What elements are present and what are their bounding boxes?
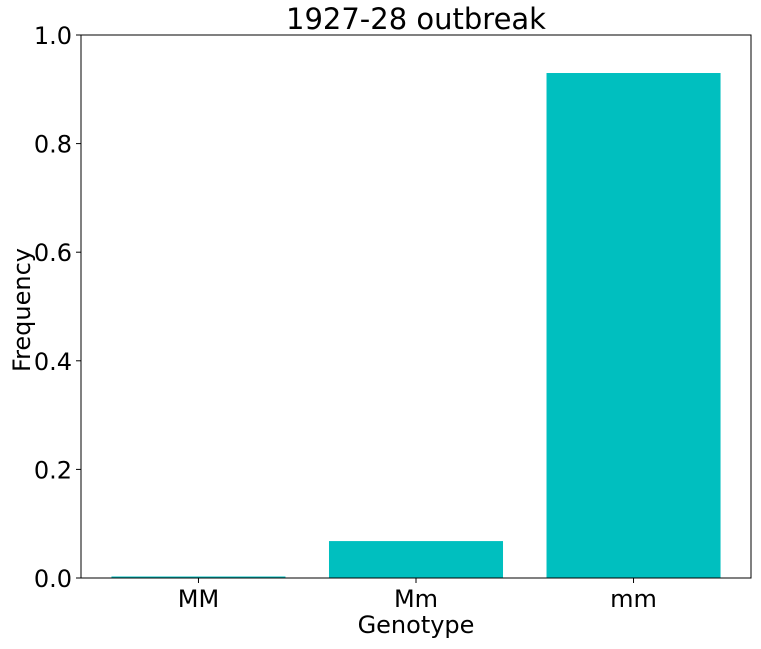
y-tick-label: 0.4: [34, 348, 72, 376]
x-tick-label: mm: [610, 585, 657, 613]
plot-frame: [80, 34, 752, 579]
y-tick-label: 0.8: [34, 131, 72, 159]
y-tick-label: 0.6: [34, 239, 72, 267]
y-tick-label: 0.2: [34, 456, 72, 484]
x-tick-label: MM: [178, 585, 219, 613]
plot-area: MM Mm mm 0.0 0.2 0.4 0.6 0.8 1.0: [34, 22, 752, 613]
y-axis-title: Frequency: [8, 248, 36, 372]
x-axis-title: Genotype: [358, 611, 475, 639]
bar-mm: [546, 73, 721, 578]
y-tick-label: 1.0: [34, 22, 72, 50]
bar-MM: [111, 576, 286, 578]
bar-Mm: [328, 541, 504, 578]
x-tick-label: Mm: [394, 585, 438, 613]
y-tick-label: 0.0: [34, 565, 72, 593]
chart-title: 1927-28 outbreak: [286, 2, 546, 36]
